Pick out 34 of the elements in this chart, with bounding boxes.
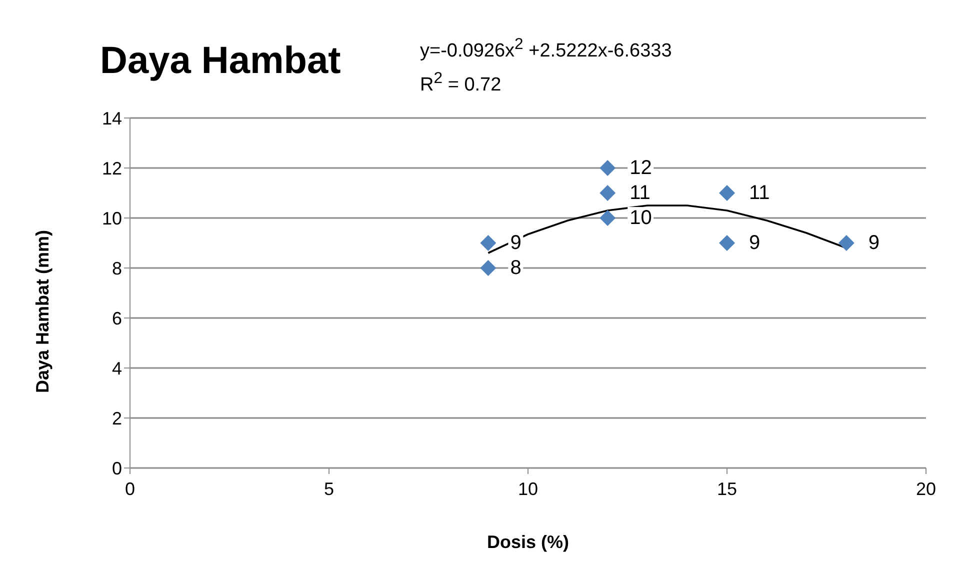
x-tick-label: 10	[518, 478, 538, 499]
data-label: 9	[749, 232, 760, 254]
data-label: 9	[510, 232, 522, 254]
x-tick-label: 0	[124, 478, 136, 499]
data-label: 8	[510, 257, 522, 279]
y-tick-label: 8	[112, 258, 122, 278]
point	[719, 185, 735, 201]
point	[480, 260, 496, 276]
x-axis-title: Dosis (%)	[486, 532, 570, 552]
point	[480, 235, 496, 251]
y-axis-title: Daya Hambat (mm)	[32, 230, 52, 393]
y-tick-label: 14	[102, 108, 122, 128]
data-label: 11	[749, 182, 770, 204]
y-tick-label: 6	[112, 308, 122, 328]
point	[600, 160, 616, 176]
y-tick-label: 4	[112, 358, 122, 378]
data-label: 11	[630, 182, 650, 204]
point	[838, 235, 854, 251]
point	[600, 210, 616, 226]
chart-title: Daya Hambat	[100, 40, 341, 83]
x-tick-label: 15	[716, 478, 738, 499]
x-tick-label: 20	[916, 478, 936, 499]
point	[600, 185, 616, 201]
y-tick-label: 12	[102, 158, 122, 178]
text: y=-0.0926x$^{2}$ +2.5222x-6.6333	[420, 36, 672, 62]
data-label: 9	[868, 232, 880, 254]
y-tick-label: 0	[112, 458, 122, 478]
data-label: 10	[630, 207, 652, 229]
text: R$^{2}$ = 0.72	[420, 70, 502, 96]
point	[719, 235, 735, 251]
data-label: 12	[630, 157, 652, 179]
y-tick-label: 2	[112, 408, 122, 428]
x-tick-label: 5	[324, 478, 334, 499]
y-tick-label: 10	[102, 208, 122, 228]
